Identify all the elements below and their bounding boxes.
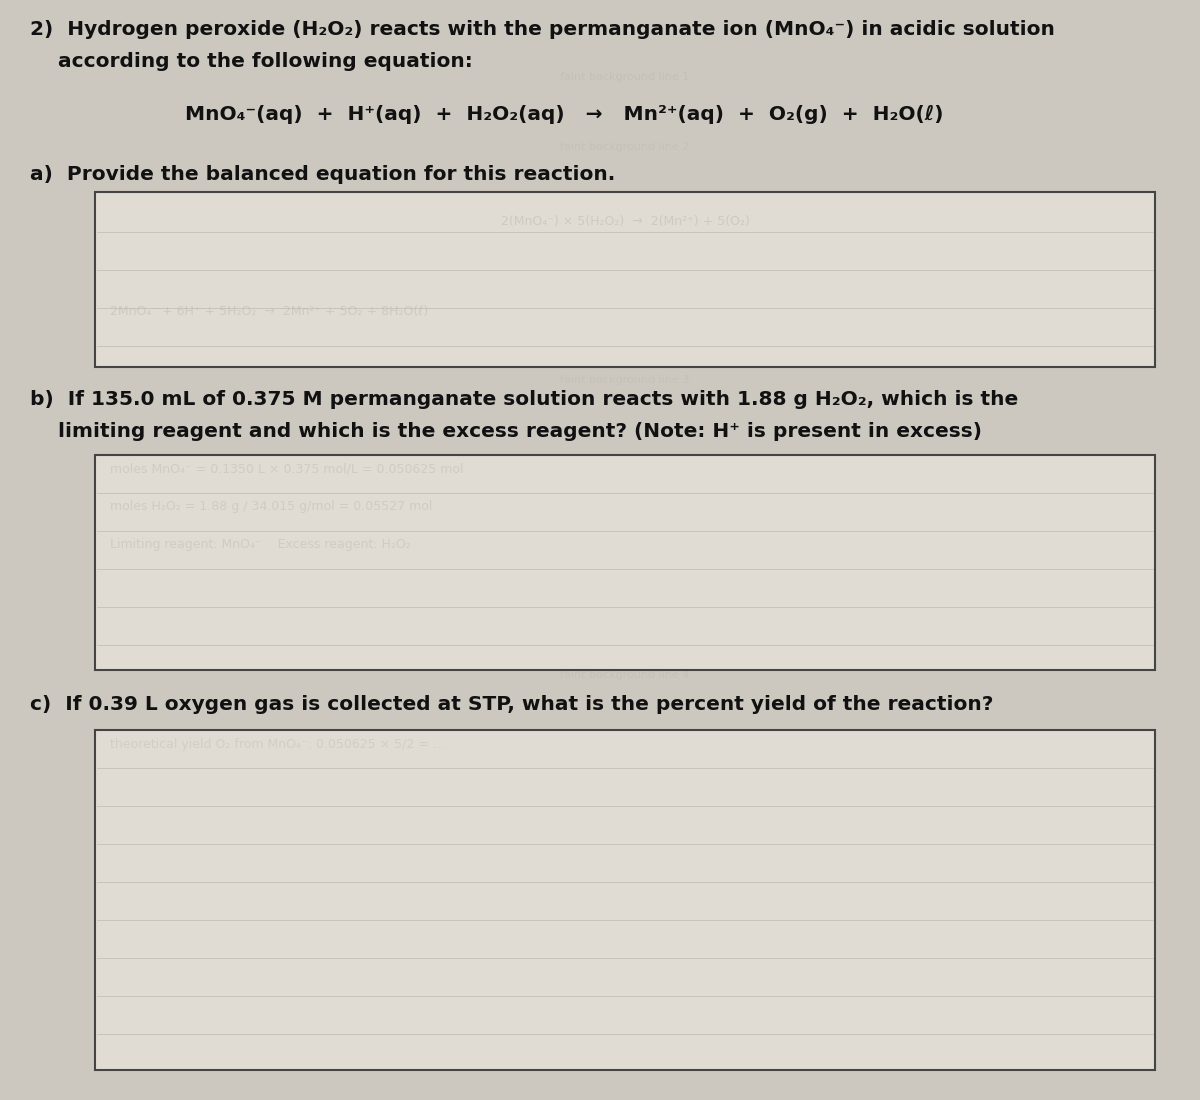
Text: faint background line 3: faint background line 3 [560,375,690,385]
FancyBboxPatch shape [95,192,1154,367]
Text: Limiting reagent: MnO₄⁻    Excess reagent: H₂O₂: Limiting reagent: MnO₄⁻ Excess reagent: … [110,538,410,551]
Text: limiting reagent and which is the excess reagent? (Note: H⁺ is present in excess: limiting reagent and which is the excess… [30,422,982,441]
Text: a)  Provide the balanced equation for this reaction.: a) Provide the balanced equation for thi… [30,165,616,184]
Text: b)  If 135.0 mL of 0.375 M permanganate solution reacts with 1.88 g H₂O₂, which : b) If 135.0 mL of 0.375 M permanganate s… [30,390,1019,409]
Text: c)  If 0.39 L oxygen gas is collected at STP, what is the percent yield of the r: c) If 0.39 L oxygen gas is collected at … [30,695,994,714]
FancyBboxPatch shape [95,455,1154,670]
Text: according to the following equation:: according to the following equation: [30,52,473,72]
Text: 2)  Hydrogen peroxide (H₂O₂) reacts with the permanganate ion (MnO₄⁻) in acidic : 2) Hydrogen peroxide (H₂O₂) reacts with … [30,20,1055,38]
Text: theoretical yield O₂ from MnO₄⁻: 0.050625 × 5/2 = ...: theoretical yield O₂ from MnO₄⁻: 0.05062… [110,738,445,751]
Text: 2MnO₄⁻ + 6H⁺ + 5H₂O₂  →  2Mn²⁺ + 5O₂ + 8H₂O(ℓ): 2MnO₄⁻ + 6H⁺ + 5H₂O₂ → 2Mn²⁺ + 5O₂ + 8H₂… [110,305,428,318]
Text: MnO₄⁻(aq)  +  H⁺(aq)  +  H₂O₂(aq)   →   Mn²⁺(aq)  +  O₂(g)  +  H₂O(ℓ): MnO₄⁻(aq) + H⁺(aq) + H₂O₂(aq) → Mn²⁺(aq)… [185,104,943,124]
Text: moles H₂O₂ = 1.88 g / 34.015 g/mol = 0.05527 mol: moles H₂O₂ = 1.88 g / 34.015 g/mol = 0.0… [110,500,432,513]
Text: moles MnO₄⁻ = 0.1350 L × 0.375 mol/L = 0.050625 mol: moles MnO₄⁻ = 0.1350 L × 0.375 mol/L = 0… [110,463,463,476]
Text: faint background line 2: faint background line 2 [560,142,690,152]
Text: faint background line 1: faint background line 1 [560,72,690,82]
Text: 2(MnO₄⁻) × 5(H₂O₂)  →  2(Mn²⁺) + 5(O₂): 2(MnO₄⁻) × 5(H₂O₂) → 2(Mn²⁺) + 5(O₂) [500,214,750,228]
FancyBboxPatch shape [95,730,1154,1070]
Text: faint background line 4: faint background line 4 [560,670,690,680]
